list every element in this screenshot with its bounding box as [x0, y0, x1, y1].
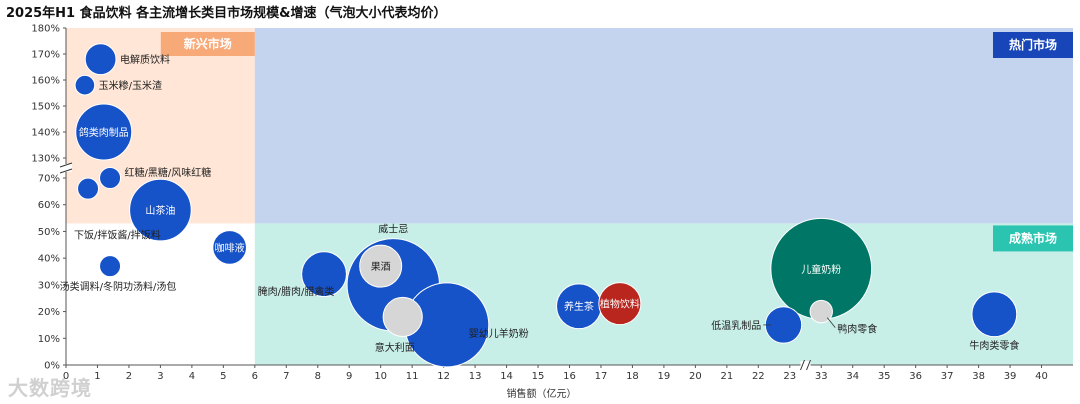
- y-tick-label: 30%: [38, 280, 60, 291]
- x-tick-label: 15: [532, 371, 545, 382]
- x-tick-label: 16: [563, 371, 576, 382]
- bubble: [84, 43, 117, 76]
- bubble-label: 牛肉类零食: [969, 339, 1019, 352]
- x-tick-label: 5: [220, 371, 226, 382]
- x-tick-label: 36: [909, 371, 922, 382]
- bubble-label: 电解质饮料: [120, 53, 170, 66]
- y-tick-label: 150%: [31, 102, 60, 113]
- bubble: [598, 282, 642, 326]
- bubble-label: 果酒: [371, 261, 391, 273]
- bubble: [129, 178, 192, 242]
- x-tick-label: 9: [346, 371, 352, 382]
- x-tick-label: 10: [374, 371, 387, 382]
- y-tick-label: 0%: [44, 361, 60, 372]
- bubble: [74, 74, 96, 96]
- x-tick-label: 3: [157, 371, 163, 382]
- bubble: [301, 251, 347, 298]
- bubble: [212, 230, 247, 265]
- bubble: [75, 103, 133, 161]
- x-tick-label: 1: [94, 371, 100, 382]
- bubble-label: 鸽类肉制品: [79, 126, 129, 139]
- bubble-label: 腌肉/腊肉/腊禽类: [258, 285, 335, 298]
- y-tick-label: 60%: [38, 200, 60, 211]
- x-tick-label: 7: [283, 371, 289, 382]
- bubble-label: 汤类调料/冬阴功汤料/汤包: [60, 280, 177, 293]
- bubble-label: 红糖/黑糖/风味红糖: [125, 166, 212, 179]
- bubble: [971, 291, 1018, 338]
- bubble: [77, 177, 100, 200]
- bubble: [99, 167, 122, 189]
- bubble-label: 威士忌: [378, 223, 408, 236]
- x-tick-label: 8: [315, 371, 321, 382]
- bubble-label: 下饭/拌饭酱/拌饭料: [74, 229, 161, 242]
- x-axis-label: 销售额（亿元）: [507, 387, 577, 400]
- svg-text:新兴市场: 新兴市场: [184, 36, 232, 51]
- bubble-label: 低温乳制品: [711, 319, 761, 332]
- bubble-label: 儿童奶粉: [801, 263, 841, 276]
- y-tick-label: 160%: [31, 76, 60, 87]
- bubble-label: 玉米糁/玉米渣: [99, 79, 162, 92]
- y-tick-label: 40%: [38, 254, 60, 265]
- x-tick-label: 2: [126, 371, 132, 382]
- y-tick-label: 180%: [31, 24, 60, 35]
- bubble-label: 鸭肉零食: [837, 323, 877, 336]
- x-tick-label: 34: [846, 371, 859, 382]
- x-tick-label: 37: [941, 371, 954, 382]
- x-tick-label: 33: [815, 371, 828, 382]
- svg-text:成熟市场: 成熟市场: [1009, 230, 1057, 245]
- x-tick-label: 14: [500, 371, 513, 382]
- bubble-label: 山茶油: [145, 204, 175, 217]
- x-tick-label: 21: [720, 371, 733, 382]
- watermark-logo: 大数跨境: [8, 376, 92, 400]
- zone-hot: [254, 28, 1073, 224]
- x-tick-label: 18: [626, 371, 639, 382]
- x-tick-label: 19: [658, 371, 671, 382]
- bubble-label: 婴幼儿羊奶粉: [469, 327, 529, 340]
- bubble: [809, 299, 833, 324]
- y-tick-label: 20%: [38, 307, 60, 318]
- x-tick-label: 0: [63, 371, 69, 382]
- bubble-label: 养生茶: [564, 300, 594, 313]
- bubble: [359, 244, 403, 288]
- x-tick-label: 20: [689, 371, 702, 382]
- x-tick-label: 11: [406, 371, 419, 382]
- svg-text:热门市场: 热门市场: [1009, 37, 1057, 52]
- x-tick-label: 13: [469, 371, 482, 382]
- zone-tag-hot: 热门市场: [993, 32, 1073, 58]
- y-tick-label: 10%: [38, 334, 60, 345]
- bubble-label: 咖啡液: [215, 241, 245, 254]
- x-tick-label: 6: [252, 371, 258, 382]
- zone-tag-emerging: 新兴市场: [160, 32, 255, 56]
- chart-title: 2025年H1 食品饮料 各主流增长类目市场规模&增速（气泡大小代表均价）: [6, 6, 447, 21]
- x-tick-label: 23: [783, 371, 796, 382]
- bubble-label: 植物饮料: [600, 298, 640, 311]
- y-tick-label: 130%: [31, 154, 60, 165]
- x-tick-label: 35: [878, 371, 891, 382]
- x-tick-label: 39: [1004, 371, 1017, 382]
- y-tick-label: 140%: [31, 128, 60, 139]
- x-tick-label: 4: [189, 371, 195, 382]
- bubble: [382, 296, 423, 338]
- x-tick-label: 40: [1035, 371, 1048, 382]
- y-tick-label: 70%: [38, 174, 60, 185]
- x-tick-label: 22: [752, 371, 765, 382]
- y-tick-label: 50%: [38, 227, 60, 238]
- zone-tag-mature: 成熟市场: [993, 225, 1073, 252]
- bubble-label: 意大利面: [375, 341, 415, 354]
- y-tick-label: 170%: [31, 50, 60, 61]
- bubble: [99, 255, 122, 278]
- x-tick-label: 12: [437, 371, 450, 382]
- x-tick-label: 17: [595, 371, 608, 382]
- x-tick-label: 38: [972, 371, 985, 382]
